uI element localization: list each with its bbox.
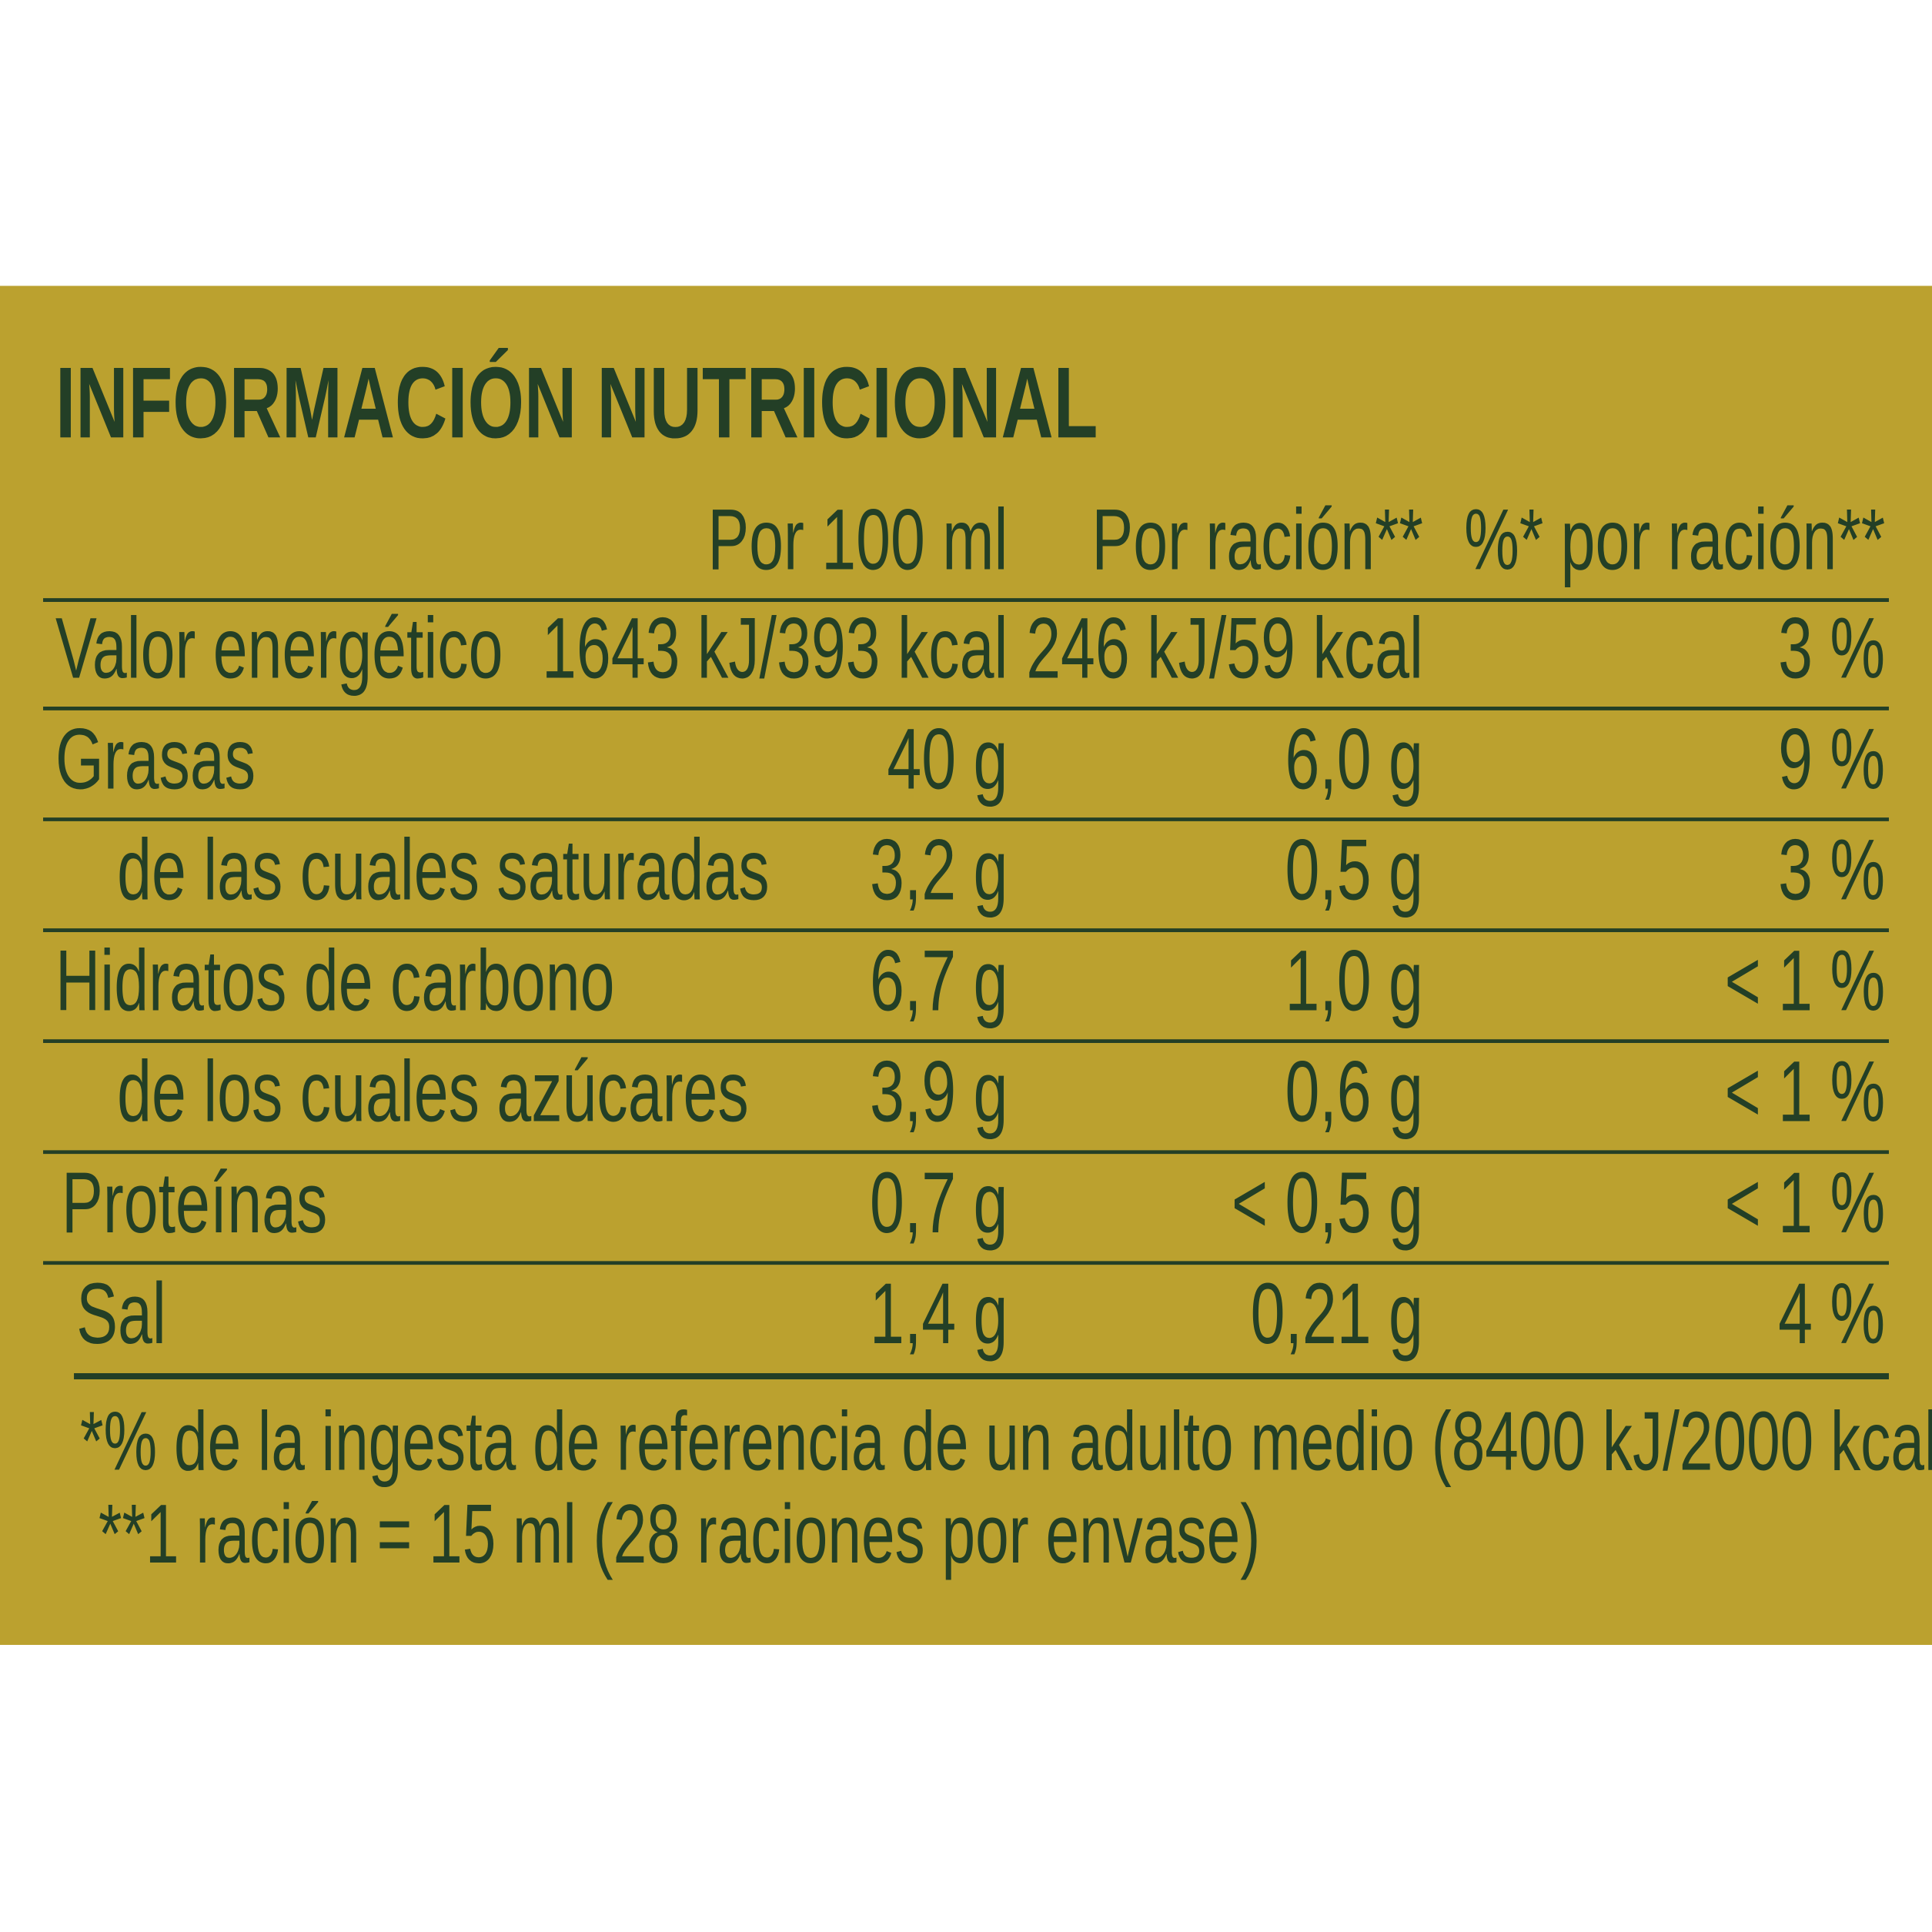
row-label: Grasas <box>55 710 256 807</box>
cell-value: 0,7 g <box>870 1155 1008 1251</box>
row-label: de los cuales azúcares <box>117 1044 749 1140</box>
cell-value: 3,2 g <box>870 822 1008 918</box>
footnote: *% de la ingesta de referencia de un adu… <box>80 1395 1932 1489</box>
cell-value: 3,9 g <box>870 1044 1008 1140</box>
footnote: **1 ración = 15 ml (28 raciones por enva… <box>99 1487 1260 1581</box>
cell-value: 1643 kJ/393 kcal <box>542 600 1008 696</box>
row-label: Sal <box>76 1265 166 1362</box>
cell-value: 0,21 g <box>1251 1265 1423 1362</box>
row-label: de las cuales saturadas <box>117 822 770 918</box>
cell-value: 1,0 g <box>1285 933 1422 1029</box>
cell-value: 40 g <box>887 710 1008 807</box>
cell-value: 3 % <box>1778 600 1885 696</box>
cell-value: < 0,5 g <box>1232 1155 1423 1251</box>
column-header: Por 100 ml <box>707 492 1008 588</box>
column-header: Por ración** <box>1091 492 1422 588</box>
column-header: %* por ración** <box>1464 492 1885 588</box>
cell-value: 1,4 g <box>870 1265 1008 1362</box>
cell-value: 246 kJ/59 kcal <box>1026 600 1423 696</box>
cell-value: 9 % <box>1778 710 1885 807</box>
title: INFORMACIÓN NUTRICIONAL <box>55 346 1098 460</box>
cell-value: 0,6 g <box>1285 1044 1422 1140</box>
cell-value: < 1 % <box>1725 933 1886 1029</box>
row-label: Hidratos de carbono <box>55 933 614 1029</box>
label-panel <box>0 286 1932 1646</box>
cell-value: < 1 % <box>1725 1044 1886 1140</box>
cell-value: < 1 % <box>1725 1155 1886 1251</box>
cell-value: 6,0 g <box>1285 710 1422 807</box>
row-label: Valor energético <box>55 600 503 696</box>
row-label: Proteínas <box>62 1155 327 1251</box>
cell-value: 4 % <box>1778 1265 1885 1362</box>
cell-value: 0,5 g <box>1285 822 1422 918</box>
cell-value: 3 % <box>1778 822 1885 918</box>
cell-value: 6,7 g <box>870 933 1008 1029</box>
